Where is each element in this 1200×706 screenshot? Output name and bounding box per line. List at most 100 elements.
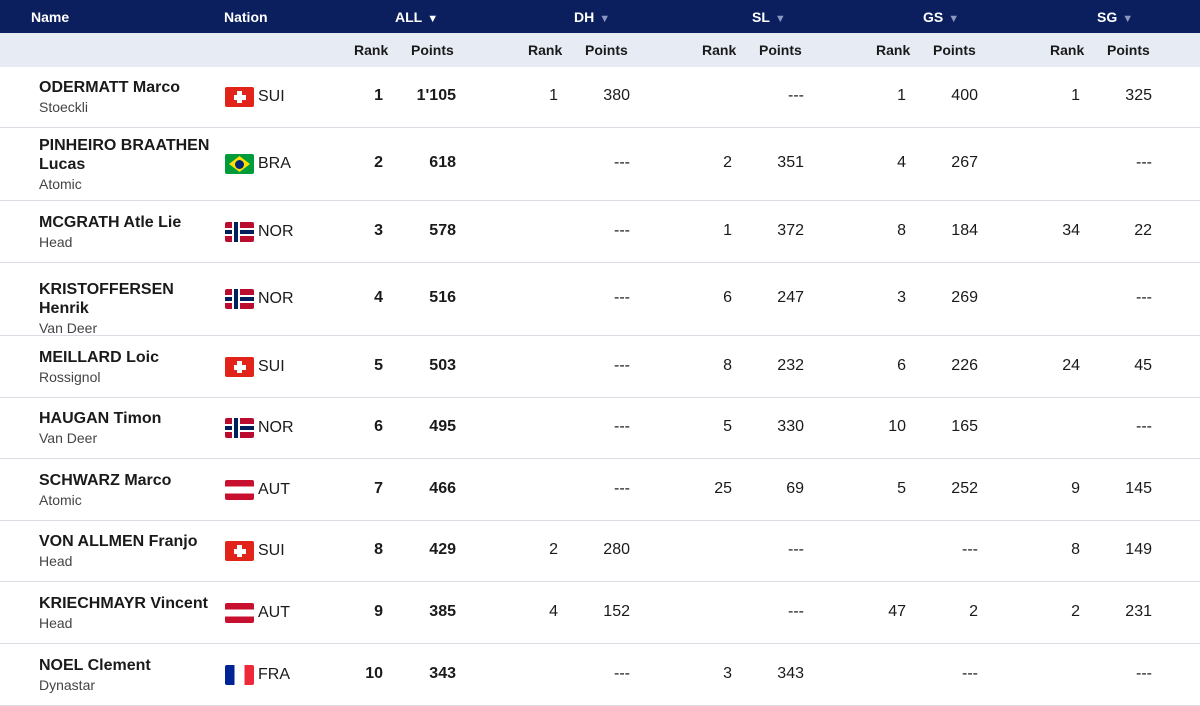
- sort-down-icon: ▼: [948, 13, 960, 25]
- all-points-value: 495: [429, 418, 456, 435]
- gs-rank-value: 10: [888, 418, 906, 435]
- sg-rank-value: 1: [1071, 87, 1080, 104]
- nation-cell: SUI: [225, 357, 285, 377]
- nor-flag-icon: [225, 289, 254, 309]
- sg-points-value: ---: [1136, 154, 1152, 171]
- column-header-gs[interactable]: GS ▼: [923, 9, 959, 25]
- athlete-cell: SCHWARZ Marco Atomic: [39, 471, 219, 509]
- athlete-name[interactable]: KRISTOFFERSEN Henrik: [39, 281, 174, 317]
- table-row[interactable]: KRIECHMAYR Vincent Head AUT 9 385 4 152 --- 47 2 2…: [0, 582, 1200, 644]
- athlete-brand: Head: [39, 234, 73, 250]
- athlete-name[interactable]: HAUGAN Timon: [39, 410, 162, 427]
- all-rank-value: 10: [365, 665, 383, 682]
- sl-points-value: ---: [788, 87, 804, 104]
- bra-flag-icon: [225, 154, 254, 174]
- sui-flag-icon: [225, 541, 254, 561]
- gs-rank-value: 47: [888, 603, 906, 620]
- athlete-brand: Stoeckli: [39, 99, 89, 115]
- gs-points-value: 267: [951, 154, 978, 171]
- athlete-name[interactable]: MEILLARD Loic: [39, 349, 159, 366]
- column-header-name[interactable]: Name: [31, 9, 70, 25]
- nation-cell: NOR: [225, 289, 294, 309]
- athlete-name[interactable]: PINHEIRO BRAATHEN Lucas: [39, 137, 210, 173]
- athlete-name[interactable]: ODERMATT Marco: [39, 79, 181, 96]
- sui-flag-icon: [225, 357, 254, 377]
- athlete-name[interactable]: VON ALLMEN Franjo: [39, 533, 198, 550]
- column-header-all[interactable]: ALL ▼: [395, 9, 438, 25]
- all-rank-value: 8: [374, 541, 383, 558]
- sg-rank-value: 8: [1071, 541, 1080, 558]
- dh-points-value: 152: [603, 603, 630, 620]
- all-rank-value: 4: [374, 289, 383, 306]
- nation-code: FRA: [258, 666, 290, 683]
- column-header-label: GS: [923, 9, 944, 25]
- athlete-name[interactable]: MCGRATH Atle Lie: [39, 214, 182, 231]
- column-header-sg[interactable]: SG ▼: [1097, 9, 1133, 25]
- table-row[interactable]: SCHWARZ Marco Atomic AUT 7 466 --- 25 69 5 252 9 14…: [0, 459, 1200, 521]
- sg-points-value: 325: [1125, 87, 1152, 104]
- athlete-name[interactable]: KRIECHMAYR Vincent: [39, 595, 208, 612]
- sort-down-icon: ▼: [774, 13, 786, 25]
- gs-points-value: 184: [951, 222, 978, 239]
- subheader-dh-rank: Rank: [528, 42, 563, 58]
- sl-rank-value: 25: [714, 480, 732, 497]
- all-points-value: 1'105: [416, 87, 456, 104]
- gs-points-value: 165: [951, 418, 978, 435]
- gs-rank-value: 6: [897, 357, 906, 374]
- subheader-sl-points: Points: [759, 42, 802, 58]
- nor-flag-icon: [225, 222, 254, 242]
- gs-points-value: 269: [951, 289, 978, 306]
- sl-rank-value: 1: [723, 222, 732, 239]
- all-points-value: 618: [429, 154, 456, 171]
- sg-points-value: ---: [1136, 418, 1152, 435]
- sl-points-value: 232: [777, 357, 804, 374]
- subheader-dh-points: Points: [585, 42, 628, 58]
- sg-rank-value: 24: [1062, 357, 1080, 374]
- table-row[interactable]: NOEL Clement Dynastar FRA 10 343 --- 3 343 --- --…: [0, 644, 1200, 706]
- sg-points-value: 145: [1125, 480, 1152, 497]
- all-points-value: 578: [429, 222, 456, 239]
- sg-rank-value: 2: [1071, 603, 1080, 620]
- table-row[interactable]: MCGRATH Atle Lie Head NOR 3 578 --- 1 372 8 184 34…: [0, 201, 1200, 263]
- gs-rank-value: 3: [897, 289, 906, 306]
- athlete-cell: PINHEIRO BRAATHEN Lucas Atomic: [39, 136, 219, 193]
- sl-points-value: 343: [777, 665, 804, 682]
- dh-rank-value: 4: [549, 603, 558, 620]
- athlete-name[interactable]: SCHWARZ Marco: [39, 472, 172, 489]
- nation-code: SUI: [258, 542, 285, 559]
- table-subheader: Rank Points Rank Points Rank Points Rank…: [0, 33, 1200, 67]
- nation-cell: FRA: [225, 665, 290, 685]
- athlete-name[interactable]: NOEL Clement: [39, 657, 151, 674]
- subheader-gs-rank: Rank: [876, 42, 911, 58]
- nation-cell: AUT: [225, 603, 290, 623]
- nation-cell: AUT: [225, 480, 290, 500]
- dh-rank-value: 2: [549, 541, 558, 558]
- column-header-label: SG: [1097, 9, 1118, 25]
- athlete-cell: KRIECHMAYR Vincent Head: [39, 594, 219, 632]
- sl-points-value: 372: [777, 222, 804, 239]
- nation-code: NOR: [258, 290, 294, 307]
- sl-points-value: 247: [777, 289, 804, 306]
- column-header-dh[interactable]: DH ▼: [574, 9, 610, 25]
- table-row[interactable]: PINHEIRO BRAATHEN Lucas Atomic BRA 2 618 --- 2…: [0, 128, 1200, 201]
- all-rank-value: 1: [374, 87, 383, 104]
- subheader-sl-rank: Rank: [702, 42, 737, 58]
- nation-cell: NOR: [225, 222, 294, 242]
- table-row[interactable]: MEILLARD Loic Rossignol SUI 5 503 --- 8 232 6 226…: [0, 336, 1200, 398]
- column-header-nation[interactable]: Nation: [224, 9, 268, 25]
- gs-rank-value: 8: [897, 222, 906, 239]
- athlete-cell: MEILLARD Loic Rossignol: [39, 348, 219, 386]
- all-rank-value: 2: [374, 154, 383, 171]
- column-header-sl[interactable]: SL ▼: [752, 9, 786, 25]
- table-row[interactable]: VON ALLMEN Franjo Head SUI 8 429 2 280 --- --- 8 1…: [0, 521, 1200, 582]
- table-row[interactable]: ODERMATT Marco Stoeckli SUI 1 1'105 1 380 --- 1 4…: [0, 67, 1200, 128]
- athlete-brand: Dynastar: [39, 677, 96, 693]
- all-points-value: 429: [429, 541, 456, 558]
- table-row[interactable]: KRISTOFFERSEN Henrik Van Deer NOR 4 516 --- 6 2…: [0, 263, 1200, 336]
- column-header-label: ALL: [395, 9, 423, 25]
- nation-cell: SUI: [225, 87, 285, 107]
- athlete-cell: NOEL Clement Dynastar: [39, 656, 219, 694]
- aut-flag-icon: [225, 603, 254, 623]
- sl-rank-value: 3: [723, 665, 732, 682]
- table-row[interactable]: HAUGAN Timon Van Deer NOR 6 495 --- 5 330 10 165 -…: [0, 398, 1200, 459]
